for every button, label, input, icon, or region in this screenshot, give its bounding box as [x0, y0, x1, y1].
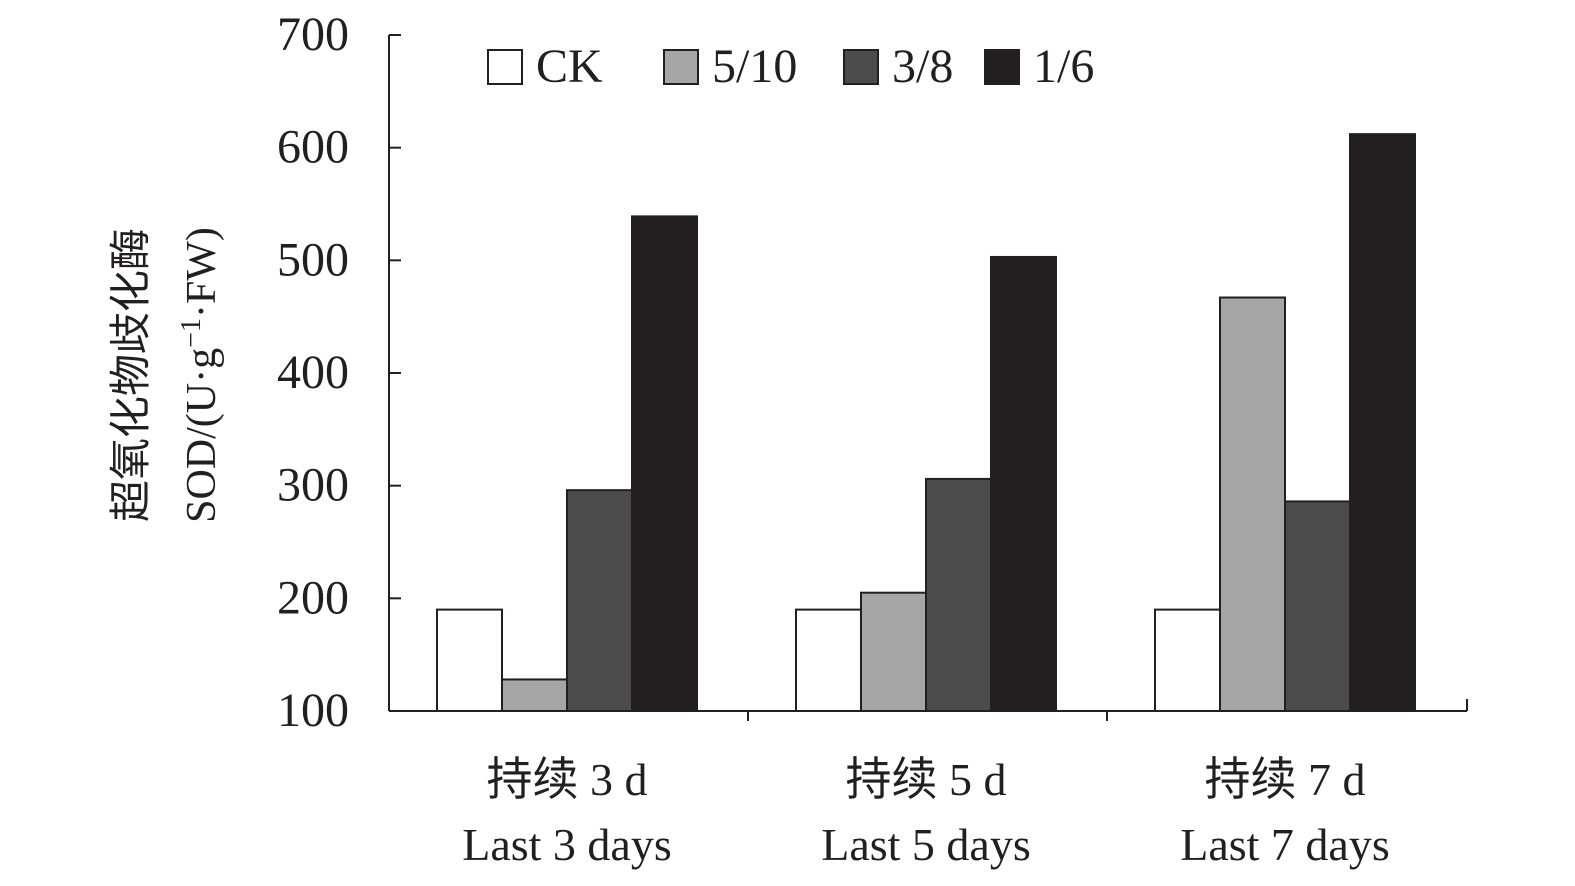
y-axis-label-en: SOD/(U·g−1·FW) [176, 227, 226, 523]
legend-swatch-5-10 [663, 49, 699, 85]
bar-3-8-2 [925, 477, 992, 713]
legend-swatch-CK [487, 49, 523, 85]
legend-label-1-6: 1/6 [1033, 40, 1094, 93]
y-tick-label-100: 100 [277, 684, 349, 737]
y-axis-label-en-suffix: ·FW) [179, 227, 225, 318]
y-axis-label-en-prefix: SOD/(U·g [179, 348, 225, 523]
bar-1-6-1 [631, 215, 698, 712]
y-tick-label-400: 400 [277, 346, 349, 399]
x-category-label-cn-3: 持续 7 d [1205, 754, 1366, 805]
bar-1-6-2 [990, 255, 1057, 712]
x-category-label-en-1: Last 3 days [462, 819, 672, 870]
legend-label-3-8: 3/8 [892, 40, 953, 93]
x-category-label-en-2: Last 5 days [821, 819, 1031, 870]
bar-3-8-3 [1284, 500, 1351, 712]
y-tick-label-300: 300 [277, 459, 349, 512]
y-tick-label-200: 200 [277, 571, 349, 624]
x-category-label-cn-2: 持续 5 d [846, 754, 1007, 805]
bar-CK-2 [795, 608, 862, 712]
y-axis-label-en-sup: −1 [176, 318, 207, 348]
bar-5-10-3 [1219, 296, 1286, 712]
bar-1-6-3 [1349, 133, 1416, 712]
bar-CK-3 [1154, 608, 1221, 712]
y-tick-label-700: 700 [277, 8, 349, 61]
legend-swatch-3-8 [843, 49, 879, 85]
y-tick-label-600: 600 [277, 121, 349, 174]
x-category-label-cn-1: 持续 3 d [487, 754, 648, 805]
legend-swatch-1-6 [984, 49, 1020, 85]
bar-5-10-2 [860, 591, 927, 713]
y-axis-label-cn: 超氧化物歧化酶 [109, 228, 155, 522]
bar-CK-1 [436, 608, 503, 712]
y-axis-label: 超氧化物歧化酶 SOD/(U·g−1·FW) [109, 227, 225, 523]
legend-label-CK: CK [536, 40, 603, 93]
y-tick-label-500: 500 [277, 233, 349, 286]
plot-area: 100 200 300 400 500 600 700 持续 3 d Last 3 days 持续… [277, 8, 1468, 870]
legend-label-5-10: 5/10 [712, 40, 797, 93]
bar-3-8-1 [566, 489, 633, 712]
x-category-label-en-3: Last 7 days [1180, 819, 1390, 870]
legend: CK 5/10 3/8 1/6 [487, 40, 1094, 93]
bar-5-10-1 [501, 678, 568, 712]
